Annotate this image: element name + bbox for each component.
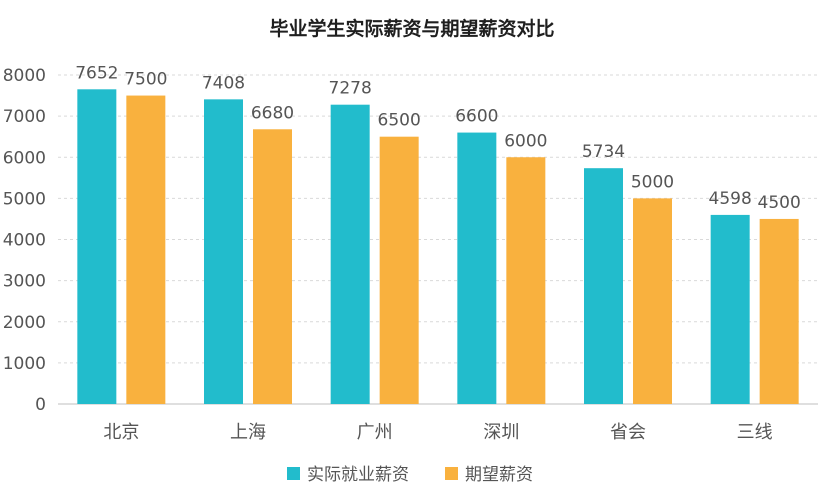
legend-label: 期望薪资: [465, 465, 533, 485]
bar: [633, 198, 672, 404]
data-label: 5734: [582, 142, 625, 162]
bar: [506, 157, 546, 404]
x-tick-label: 北京: [103, 422, 139, 443]
x-axis-categories: 北京 上海 广州 深圳 省会 三线: [103, 422, 772, 443]
data-label: 7278: [329, 79, 372, 99]
bar: [457, 132, 497, 404]
bar: [253, 129, 292, 404]
y-tick-label: 3000: [3, 272, 46, 292]
y-tick-label: 0: [35, 395, 46, 415]
legend-swatch: [445, 467, 458, 480]
x-tick-label: 上海: [230, 422, 266, 443]
legend-label: 实际就业薪资: [307, 465, 409, 485]
data-label: 4500: [758, 193, 801, 213]
bar: [759, 218, 799, 404]
bar: [77, 89, 117, 405]
data-label: 6000: [504, 131, 547, 151]
y-tick-label: 8000: [3, 66, 46, 86]
data-label: 6680: [251, 103, 294, 123]
gridlines: [58, 74, 818, 405]
data-label: 5000: [631, 172, 674, 192]
data-label: 6500: [378, 111, 421, 131]
bar: [126, 95, 166, 404]
y-tick-label: 5000: [3, 189, 46, 209]
bar: [710, 214, 750, 404]
y-tick-label: 7000: [3, 107, 46, 127]
y-tick-label: 6000: [3, 148, 46, 168]
bar: [204, 99, 243, 404]
y-tick-label: 4000: [3, 231, 46, 251]
data-label: 7500: [124, 70, 167, 90]
bar: [330, 104, 370, 404]
bar: [379, 136, 419, 404]
data-labels: 7652 7500 7408 6680 7278 6500 6600 6000 5734 5000…: [75, 63, 801, 213]
chart-title: 毕业学生实际薪资与期望薪资对比: [269, 17, 554, 40]
data-label: 4598: [709, 189, 752, 209]
x-tick-label: 省会: [610, 422, 646, 443]
bars: [77, 89, 799, 405]
data-label: 7652: [75, 63, 118, 83]
y-axis-ticks: 0 1000 2000 3000 4000 5000 6000 7000 8000: [3, 66, 46, 415]
legend: 实际就业薪资 期望薪资: [287, 465, 533, 485]
data-label: 7408: [202, 73, 245, 93]
x-tick-label: 广州: [357, 422, 393, 443]
x-tick-label: 深圳: [483, 422, 519, 443]
data-label: 6600: [455, 107, 498, 127]
bar: [584, 168, 623, 404]
x-tick-label: 三线: [737, 422, 773, 443]
y-tick-label: 1000: [3, 354, 46, 374]
y-tick-label: 2000: [3, 313, 46, 333]
legend-swatch: [287, 467, 300, 480]
